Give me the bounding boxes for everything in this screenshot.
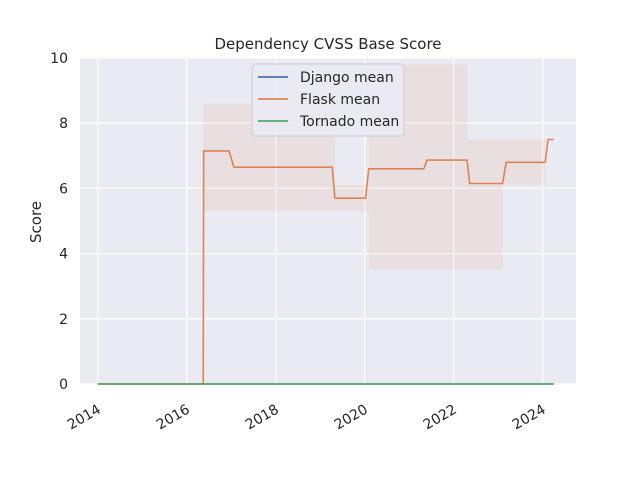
y-tick-label: 8: [59, 116, 68, 132]
legend: Django mean Flask mean Tornado mean: [251, 63, 405, 137]
chart-title: Dependency CVSS Base Score: [214, 35, 441, 53]
x-tick-label: 2016: [154, 402, 193, 434]
y-tick-labels: 0 2 4 6 8 10: [50, 51, 68, 393]
y-tick-label: 2: [59, 312, 68, 328]
y-axis-label: Score: [27, 201, 45, 243]
x-tick-labels: 2014 2016 2018 2020 2022 2024: [65, 402, 549, 434]
x-tick-label: 2022: [421, 402, 460, 434]
x-tick-label: 2014: [65, 402, 104, 434]
y-tick-label: 6: [59, 181, 68, 197]
series-line-flask-mean: [97, 138, 554, 385]
series-lines: [97, 138, 554, 385]
y-tick-label: 10: [50, 51, 68, 67]
legend-entry: Tornado mean: [299, 114, 399, 130]
legend-entry: Flask mean: [300, 92, 380, 108]
x-tick-label: 2020: [332, 402, 371, 434]
legend-entry: Django mean: [300, 70, 394, 86]
x-tick-label: 2018: [243, 402, 282, 434]
y-tick-label: 0: [59, 377, 68, 393]
x-tick-label: 2024: [510, 402, 549, 434]
y-tick-label: 4: [59, 247, 68, 263]
confidence-band: [467, 139, 503, 270]
legend-box: [251, 63, 405, 137]
